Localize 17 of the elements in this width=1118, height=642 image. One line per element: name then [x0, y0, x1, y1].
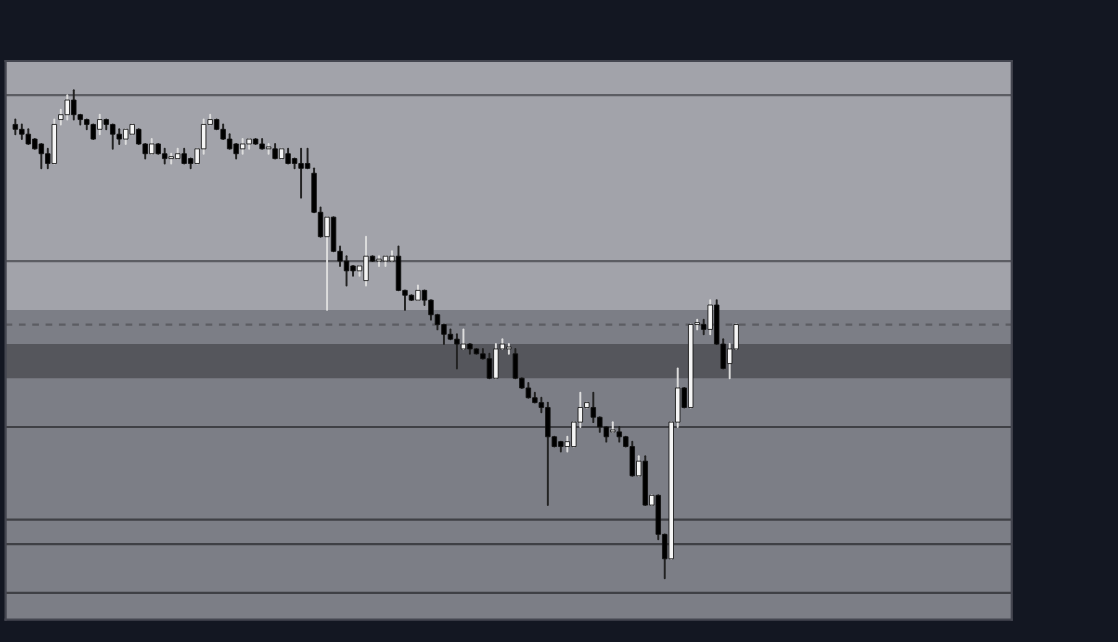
candlestick: [395, 245, 402, 292]
candlestick: [298, 147, 304, 199]
candlestick: [460, 328, 467, 350]
candlestick: [486, 352, 493, 380]
candlestick: [493, 343, 499, 380]
candlestick: [97, 113, 103, 136]
candlestick: [363, 235, 369, 287]
candlestick: [642, 455, 648, 507]
candlestick: [110, 123, 116, 150]
candlestick: [545, 401, 551, 507]
candlestick: [324, 216, 330, 311]
candlestick: [629, 440, 635, 477]
candlestick: [38, 142, 44, 170]
candlestick: [454, 333, 460, 370]
candlestick: [71, 89, 77, 121]
candlestick: [304, 147, 311, 170]
candlestick: [64, 94, 70, 121]
